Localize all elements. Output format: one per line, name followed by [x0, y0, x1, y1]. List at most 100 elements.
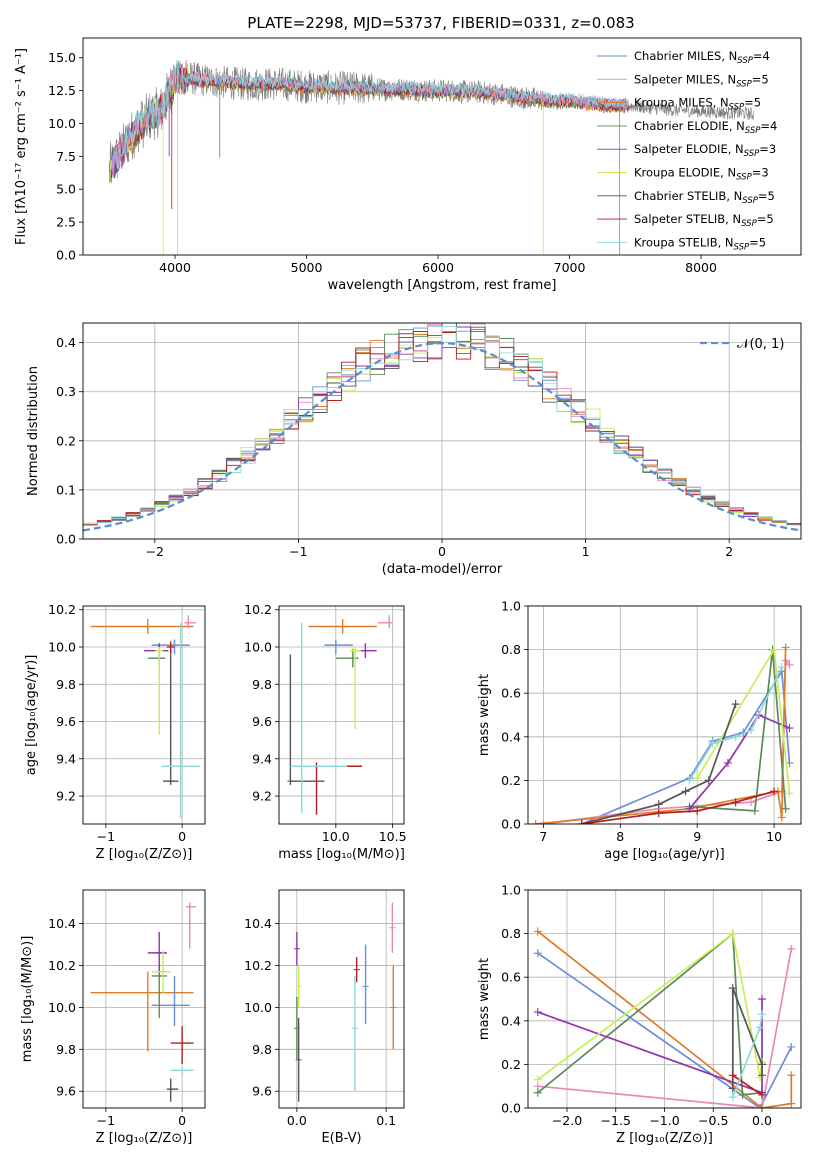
y-tick-label: 9.6 — [56, 1084, 76, 1099]
series-marker — [756, 1023, 765, 1032]
x-tick-label: −1 — [289, 544, 307, 559]
series-marker — [654, 809, 663, 818]
legend: 𝒩(0, 1) — [700, 337, 784, 352]
y-tick-label: 9.8 — [252, 677, 272, 692]
series-marker — [787, 1071, 796, 1080]
y-tick-label: 2.5 — [56, 215, 76, 230]
panel-residuals: −2 −1 0 1 2 0.0 0.1 0.2 0.3 0.4 (data-model)/error… — [26, 322, 802, 577]
series-marker — [728, 929, 737, 938]
errorbar-point — [151, 965, 167, 1018]
axes: 0.0 0.1 9.6 9.8 10.0 10.2 10.4 E(B-V) — [244, 889, 405, 1146]
y-tick-label: 10.0 — [244, 639, 272, 654]
series-marker — [708, 739, 717, 748]
x-tick-label: 9 — [693, 829, 701, 844]
series-marker — [728, 984, 737, 993]
errorbar-point — [161, 622, 200, 819]
axes: −2.0 −1.5 −1.0 −0.5 0.0 0.0 0.2 0.4 0.6 0.8 1.0 Z [… — [477, 883, 802, 1146]
errorbar-point — [287, 654, 325, 785]
y-tick-label: 10.2 — [244, 958, 272, 973]
y-tick-label: 9.8 — [56, 1042, 76, 1057]
series-marker — [731, 798, 740, 807]
series-marker — [787, 1099, 796, 1108]
x-tick-label: −1.5 — [601, 1113, 631, 1128]
axes-frame — [278, 889, 405, 1109]
errorbar-point — [184, 615, 196, 629]
y-axis-label: mass weight — [477, 958, 492, 1040]
y-axis-label: mass weight — [477, 674, 492, 756]
x-tick-label: 0 — [438, 544, 446, 559]
errorbar-point — [295, 965, 302, 1008]
series-marker — [738, 1090, 747, 1099]
x-tick-label: 0.1 — [376, 1113, 396, 1128]
y-tick-label: 10.0 — [244, 1000, 272, 1015]
legend-label: Salpeter STELIB, NSSP=5 — [634, 212, 774, 229]
legend-label: Salpeter ELODIE, NSSP=3 — [634, 142, 776, 159]
errorbar-point — [90, 971, 194, 1052]
x-axis-label: mass [log₁₀(M/M⊙)] — [278, 847, 405, 862]
grid — [279, 890, 404, 1108]
series-marker — [758, 1104, 766, 1108]
x-tick-label: −1 — [97, 1113, 115, 1128]
y-tick-label: 9.8 — [252, 1042, 272, 1057]
errorbar-point — [185, 902, 196, 949]
legend-label: Chabrier STELIB, NSSP=5 — [634, 189, 775, 206]
y-tick-label: 0.4 — [56, 335, 76, 350]
y-tick-label: 0.0 — [56, 532, 76, 547]
errorbar-point — [170, 1066, 194, 1075]
errorbar-point — [293, 996, 300, 1060]
legend: Chabrier MILES, NSSP=4 Salpeter MILES, NS… — [597, 49, 777, 252]
series-line — [537, 932, 763, 1081]
x-tick-label: 10.5 — [379, 829, 407, 844]
y-tick-label: 10.0 — [48, 639, 76, 654]
errorbar-point — [377, 615, 393, 629]
series-marker — [787, 1042, 796, 1051]
x-tick-label: 0.0 — [752, 1113, 772, 1128]
series-marker — [533, 949, 542, 958]
x-tick-label: −2.0 — [552, 1113, 582, 1128]
x-tick-label: 7000 — [554, 260, 586, 275]
y-axis-label: mass [log₁₀(M/M⊙)] — [20, 936, 35, 1063]
y-tick-label: 9.4 — [56, 751, 76, 766]
legend-label: Kroupa ELODIE, NSSP=3 — [634, 166, 769, 183]
y-tick-label: 10.4 — [48, 916, 76, 931]
series-marker — [728, 1093, 737, 1102]
panel-age_vs_mass: 10.0 10.5 9.2 9.4 9.6 9.8 10.0 10.2 mass [log₁₀(… — [244, 602, 406, 862]
errorbar-point — [389, 902, 396, 953]
y-tick-label: 10.2 — [48, 602, 76, 617]
series-marker — [758, 1090, 766, 1099]
series-line — [537, 931, 763, 1096]
series-marker — [747, 798, 756, 807]
series-line — [732, 1074, 763, 1096]
series-marker — [787, 944, 796, 953]
histogram-kroupa_stelib — [83, 326, 801, 526]
plot-area — [533, 927, 796, 1108]
panel-weight_vs_Z: −2.0 −1.5 −1.0 −0.5 0.0 0.0 0.2 0.4 0.6 0.8 1.0 Z [… — [477, 883, 802, 1146]
y-tick-label: 0.2 — [501, 773, 521, 788]
errorbar-point — [151, 950, 171, 993]
x-axis-label: Z [log₁₀(Z/Z⊙)] — [616, 1131, 713, 1146]
errorbar-point — [362, 944, 369, 1025]
series-marker — [785, 789, 794, 798]
series-marker — [781, 643, 790, 652]
y-tick-label: 0.4 — [501, 1013, 521, 1028]
x-tick-label: −1 — [97, 829, 115, 844]
axes: −1 0 9.2 9.4 9.6 9.8 10.0 10.2 Z [log₁₀(Z/Z⊙)] ag… — [24, 602, 206, 862]
series-line — [543, 658, 791, 824]
errorbar-point — [293, 931, 300, 966]
series-marker — [539, 820, 548, 824]
series-line — [731, 987, 763, 1089]
errorbar-point — [290, 622, 348, 813]
y-tick-label: 0.3 — [56, 384, 76, 399]
x-axis-label: wavelength [Angstrom, rest frame] — [328, 278, 557, 293]
series-marker — [758, 1071, 766, 1080]
x-axis-label: Z [log₁₀(Z/Z⊙)] — [96, 847, 193, 862]
y-tick-label: 0.2 — [56, 433, 76, 448]
series-marker — [758, 1010, 766, 1019]
panel-mass_vs_EBV: 0.0 0.1 9.6 9.8 10.0 10.2 10.4 E(B-V) — [244, 889, 405, 1146]
gaussian-curve — [83, 342, 801, 532]
x-tick-label: −0.5 — [698, 1113, 728, 1128]
x-tick-label: 10.0 — [322, 829, 350, 844]
series-marker — [654, 800, 663, 809]
series-marker — [693, 774, 702, 783]
x-axis-label: age [log₁₀(age/yr)] — [604, 847, 725, 862]
